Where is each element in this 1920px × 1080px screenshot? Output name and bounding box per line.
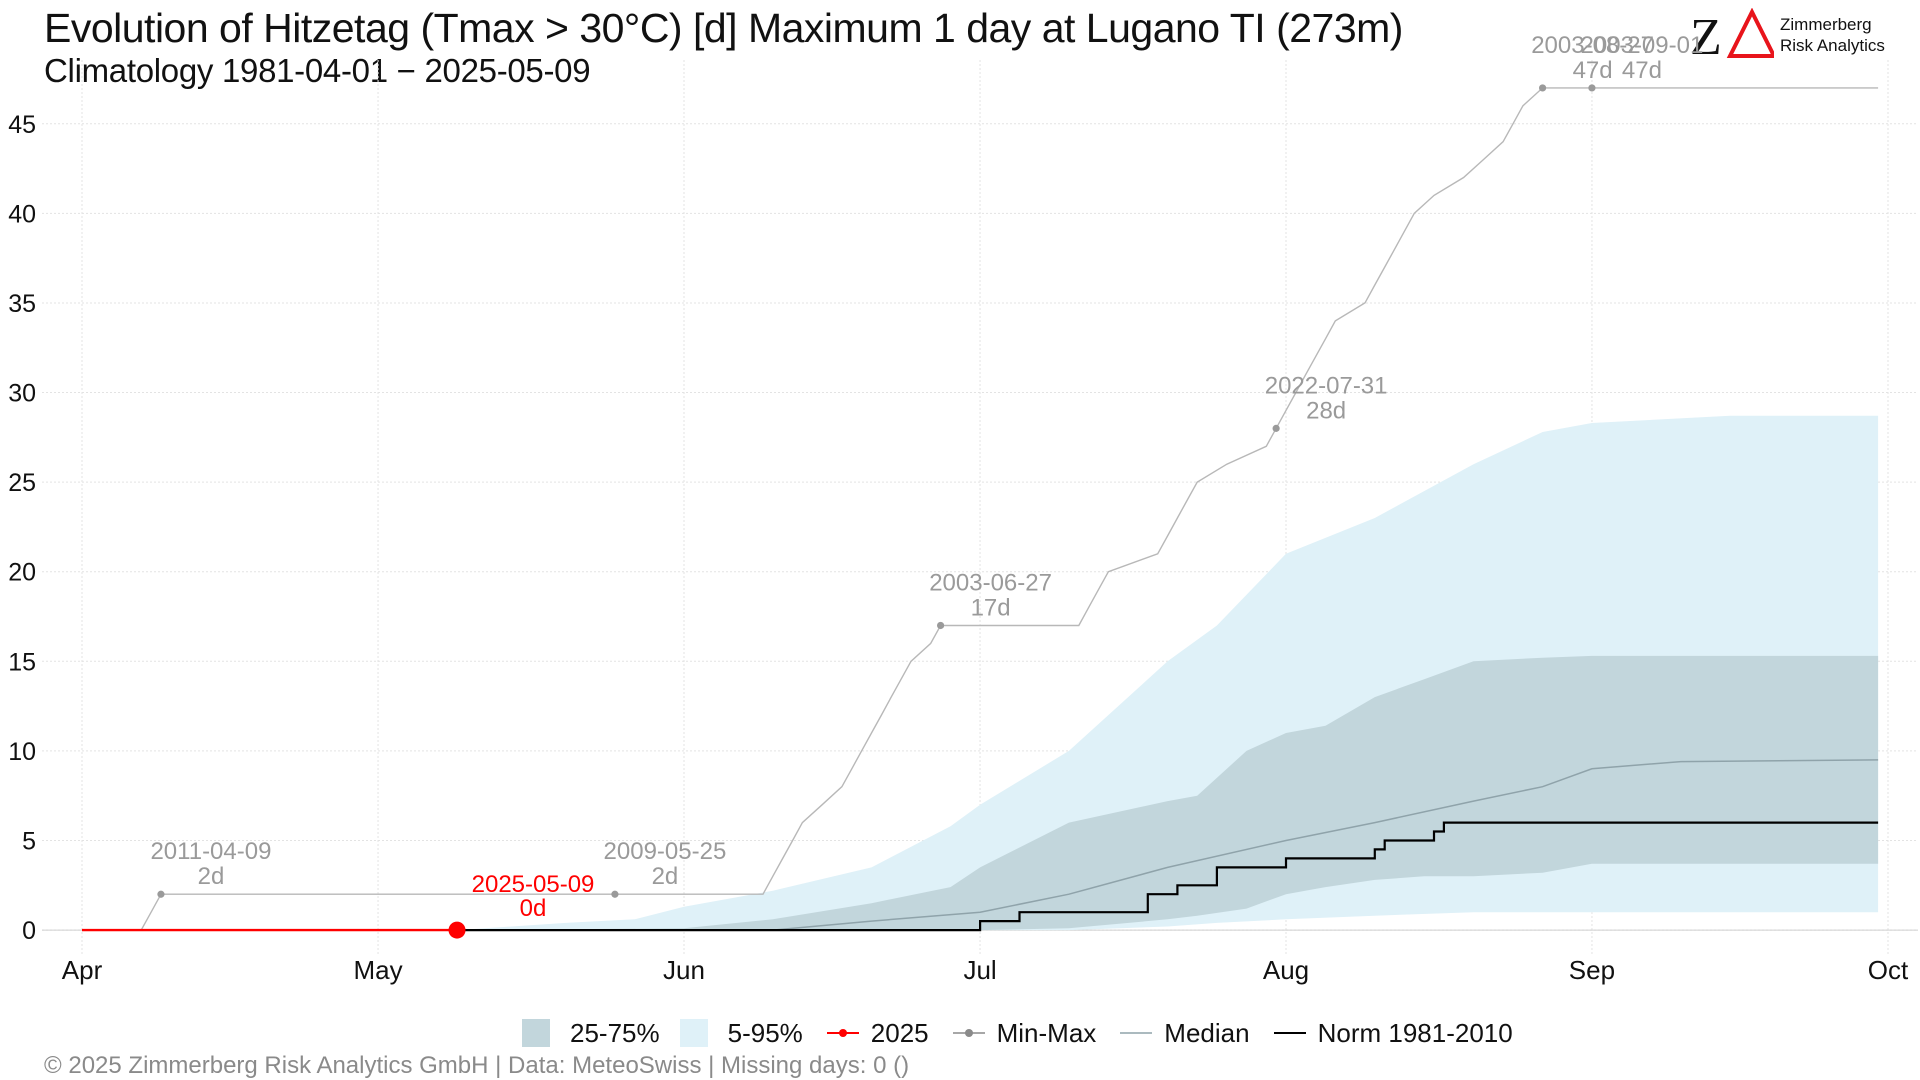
x-tick-label: May xyxy=(354,955,403,985)
bands xyxy=(457,415,1879,931)
legend-label-5-95: 5-95% xyxy=(727,1017,803,1048)
company-logo: Z Zimmerberg Risk Analytics xyxy=(1690,6,1900,64)
legend-key-5-95 xyxy=(678,1017,722,1049)
minmax-date-label: 2009-05-25 xyxy=(604,838,727,865)
svg-text:Z: Z xyxy=(1690,9,1722,60)
current-value-label: 0d xyxy=(520,895,547,922)
minmax-point xyxy=(157,890,165,898)
minmax-point xyxy=(1272,424,1280,432)
x-tick-label: Jun xyxy=(663,955,705,985)
minmax-value-label: 2d xyxy=(198,863,225,890)
legend-item-minmax: Min-Max xyxy=(947,1017,1097,1049)
minmax-value-label: 17d xyxy=(971,594,1011,621)
legend-key-minmax xyxy=(947,1017,991,1049)
legend: 25-75% 5-95% 2025 Min-Max Median Norm 19… xyxy=(520,1013,1531,1053)
legend-key-median xyxy=(1114,1017,1158,1049)
minmax-date-label: 2022-07-31 xyxy=(1265,372,1388,399)
legend-label-2025: 2025 xyxy=(870,1017,929,1048)
minmax-point xyxy=(1538,84,1547,92)
logo-line-1: Zimmerberg xyxy=(1780,15,1872,34)
legend-label-minmax: Min-Max xyxy=(996,1017,1097,1048)
y-tick-label: 30 xyxy=(8,380,36,408)
current-date-label: 2025-05-09 xyxy=(472,871,595,898)
y-tick-label: 40 xyxy=(8,200,36,228)
median-line xyxy=(457,759,1879,931)
minmax-point xyxy=(1588,84,1596,92)
y-tick-label: 10 xyxy=(8,738,36,766)
legend-key-norm xyxy=(1268,1017,1312,1049)
x-tick-label: Sep xyxy=(1569,955,1615,985)
legend-label-norm: Norm 1981-2010 xyxy=(1317,1017,1513,1048)
legend-key-2025 xyxy=(821,1017,865,1049)
logo-line-2: Risk Analytics xyxy=(1780,36,1885,55)
minmax-date-label: 2003-08-27 xyxy=(1531,32,1654,59)
minmax-date-label: 2003-06-27 xyxy=(929,569,1052,596)
current-2025-point xyxy=(448,921,466,939)
chart-title: Evolution of Hitzetag (Tmax > 30°C) [d] … xyxy=(44,5,1403,51)
legend-key-25-75 xyxy=(520,1017,564,1049)
legend-item-25-75: 25-75% xyxy=(520,1017,660,1049)
minmax-date-label: 2011-04-09 xyxy=(150,838,271,865)
band-25-75 xyxy=(457,655,1879,931)
minmax-value-label: 2d xyxy=(652,863,679,890)
minmax-value-label: 47d xyxy=(1622,57,1662,84)
norm-line xyxy=(457,821,1879,932)
y-tick-label: 25 xyxy=(8,469,36,497)
legend-item-2025: 2025 xyxy=(821,1017,929,1049)
y-tick-label: 15 xyxy=(8,648,36,676)
x-tick-label: Aug xyxy=(1263,955,1309,985)
minmax-date-label: 2003-09-01 xyxy=(1581,32,1704,59)
annotations: 2011-04-092d2009-05-252d2003-06-2717d202… xyxy=(150,32,1703,922)
legend-label-median: Median xyxy=(1164,1017,1250,1048)
x-tick-label: Apr xyxy=(62,955,103,985)
x-tick-label: Jul xyxy=(963,955,996,985)
legend-item-median: Median xyxy=(1114,1017,1250,1049)
minmax-line xyxy=(82,87,1879,931)
chart-subtitle: Climatology 1981-04-01 − 2025-05-09 xyxy=(44,52,591,89)
y-tick-label: 35 xyxy=(8,290,36,318)
minmax-value-label: 28d xyxy=(1306,397,1346,424)
footer-credits: © 2025 Zimmerberg Risk Analytics GmbH | … xyxy=(44,1052,910,1079)
legend-label-25-75: 25-75% xyxy=(570,1017,660,1048)
za-logo-icon: Z xyxy=(1690,8,1774,60)
legend-item-norm: Norm 1981-2010 xyxy=(1268,1017,1513,1049)
minmax-point xyxy=(611,890,619,898)
minmax-point xyxy=(936,621,945,630)
legend-item-5-95: 5-95% xyxy=(678,1017,803,1049)
axes: 0 5 10 15 20 25 30 35 40 45 Apr May Jun Jul Aug Sep Oct xyxy=(8,111,1909,985)
logo-text: Zimmerberg Risk Analytics xyxy=(1780,14,1885,56)
y-tick-label: 0 xyxy=(22,917,36,945)
y-tick-label: 20 xyxy=(8,559,36,587)
x-tick-label: Oct xyxy=(1868,955,1909,985)
y-tick-label: 45 xyxy=(8,111,36,139)
y-tick-label: 5 xyxy=(22,827,36,855)
lines xyxy=(82,87,1879,939)
minmax-value-label: 47d xyxy=(1573,57,1613,84)
